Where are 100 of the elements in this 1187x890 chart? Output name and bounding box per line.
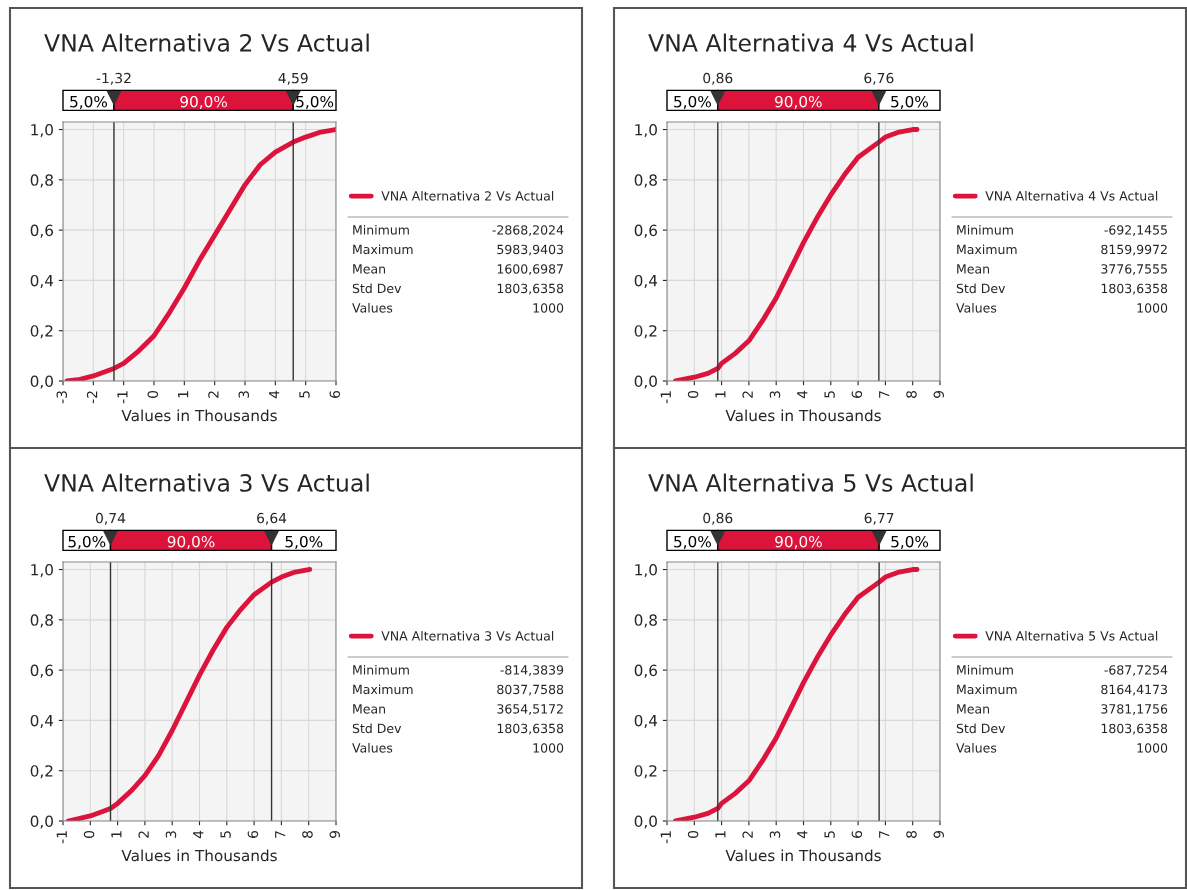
x-tick-label: 7 (879, 391, 890, 398)
ref-line-label: -1,32 (96, 72, 131, 85)
y-tick-label: 0,0 (634, 815, 657, 829)
x-tick-label: 9 (933, 831, 945, 838)
x-tick-label: -1 (56, 831, 67, 844)
text: Std Dev (352, 283, 402, 294)
legend-label: VNA Alternativa 4 Vs Actual (985, 190, 1158, 201)
x-tick-label: 4 (797, 830, 808, 839)
text: Maximum (353, 684, 413, 695)
text: 5,0% (891, 95, 928, 109)
x-tick-label: 3 (238, 391, 250, 398)
x-tick-label: 7 (879, 831, 890, 838)
text: Mean (353, 704, 385, 714)
y-tick-label: 0,8 (30, 614, 53, 628)
line-series (673, 567, 920, 821)
text: 90,0% (775, 535, 822, 549)
y-tick-label: 0,6 (634, 664, 658, 678)
text: Std Dev (956, 723, 1006, 734)
x-axis-title: Values in Thousands (121, 849, 277, 862)
x-tick-label: 1 (111, 831, 122, 838)
text: 5,0% (285, 535, 323, 549)
text: Maximum (353, 244, 413, 255)
text: 5,0% (674, 535, 711, 549)
text: 1803,6358 (1101, 283, 1168, 295)
text: 1000 (533, 303, 564, 313)
text: Std Dev (352, 723, 402, 734)
y-tick-label: 0,2 (634, 765, 657, 779)
x-tick-label: 6 (329, 390, 341, 398)
x-tick-label: 6 (851, 830, 863, 838)
text: 1600,6987 (497, 264, 563, 275)
text: 8159,9972 (1101, 244, 1167, 256)
x-tick-label: 2 (742, 391, 753, 398)
text: 3781,1756 (1101, 704, 1168, 715)
y-tick-label: 0,0 (30, 375, 53, 389)
line-series (673, 127, 920, 381)
y-tick-label: 0,0 (30, 815, 53, 829)
x-tick-label: 6 (851, 390, 863, 398)
x-tick-label: 1 (715, 831, 726, 838)
text: Minimum (957, 664, 1013, 675)
x-tick-label: 8 (302, 830, 313, 838)
x-tick-label: 9 (933, 391, 945, 398)
text: Values (956, 742, 997, 753)
text: Mean (353, 264, 385, 274)
text: 8037,7588 (497, 684, 564, 696)
text: Minimum (957, 224, 1013, 235)
y-tick-label: 0,2 (30, 765, 53, 779)
text: 5,0% (891, 535, 929, 549)
x-tick-label: 4 (269, 390, 280, 399)
x-tick-label: 4 (193, 830, 204, 839)
text: Values (352, 302, 393, 313)
y-tick-label: 0,4 (634, 714, 658, 728)
x-tick-label: -1 (660, 831, 671, 844)
ref-line-label: 6,64 (257, 512, 287, 525)
x-axis-title: Values in Thousands (725, 409, 881, 422)
x-tick-label: -3 (56, 391, 68, 404)
text: Values (352, 742, 393, 753)
x-tick-label: 2 (138, 831, 149, 838)
text: Values (956, 302, 997, 313)
x-tick-label: 0 (687, 830, 699, 838)
x-tick-label: 5 (299, 391, 310, 398)
x-tick-label: 6 (247, 830, 259, 838)
x-tick-label: 0 (687, 390, 699, 398)
text: -687,7254 (1104, 665, 1168, 676)
text: 8164,4173 (1101, 684, 1167, 696)
text: 90,0% (775, 95, 822, 109)
line-series (65, 567, 313, 821)
y-tick-label: 0,6 (30, 664, 54, 678)
text: Mean (957, 704, 989, 714)
x-tick-label: 9 (329, 831, 341, 838)
chart-title: VNA Alternativa 5 Vs Actual (648, 473, 973, 492)
x-tick-label: 7 (275, 831, 286, 838)
y-tick-label: 0,4 (30, 274, 54, 288)
y-tick-label: 0,4 (634, 274, 658, 288)
text: 1803,6358 (1101, 723, 1168, 735)
y-tick-label: 0,8 (634, 614, 657, 628)
text: 1000 (1137, 303, 1168, 313)
x-axis-title: Values in Thousands (121, 409, 277, 422)
x-tick-label: 2 (742, 831, 753, 838)
x-tick-label: 5 (220, 831, 231, 838)
y-tick-label: 0,2 (30, 325, 53, 339)
x-tick-label: 8 (906, 830, 917, 838)
x-tick-label: 0 (147, 390, 159, 398)
y-tick-label: 1,0 (31, 564, 53, 578)
x-tick-label: 5 (824, 391, 835, 398)
text: 5983,9403 (497, 244, 563, 256)
x-tick-label: -2 (86, 391, 98, 404)
y-tick-label: 1,0 (635, 564, 657, 578)
y-tick-label: 0,4 (30, 714, 54, 728)
text: 3776,7555 (1101, 264, 1167, 275)
text: Maximum (957, 244, 1017, 255)
text: 5,0% (68, 535, 106, 549)
text: 90,0% (167, 535, 215, 549)
x-axis-title: Values in Thousands (725, 849, 881, 862)
text: 5,0% (296, 95, 334, 109)
ref-line-label: 6,77 (864, 512, 894, 525)
text: 1803,6358 (497, 723, 564, 735)
ref-line-label: 0,74 (95, 512, 126, 525)
ref-line-label: 0,86 (703, 72, 733, 85)
y-tick-label: 0,6 (634, 224, 658, 238)
x-tick-label: 4 (797, 390, 808, 399)
